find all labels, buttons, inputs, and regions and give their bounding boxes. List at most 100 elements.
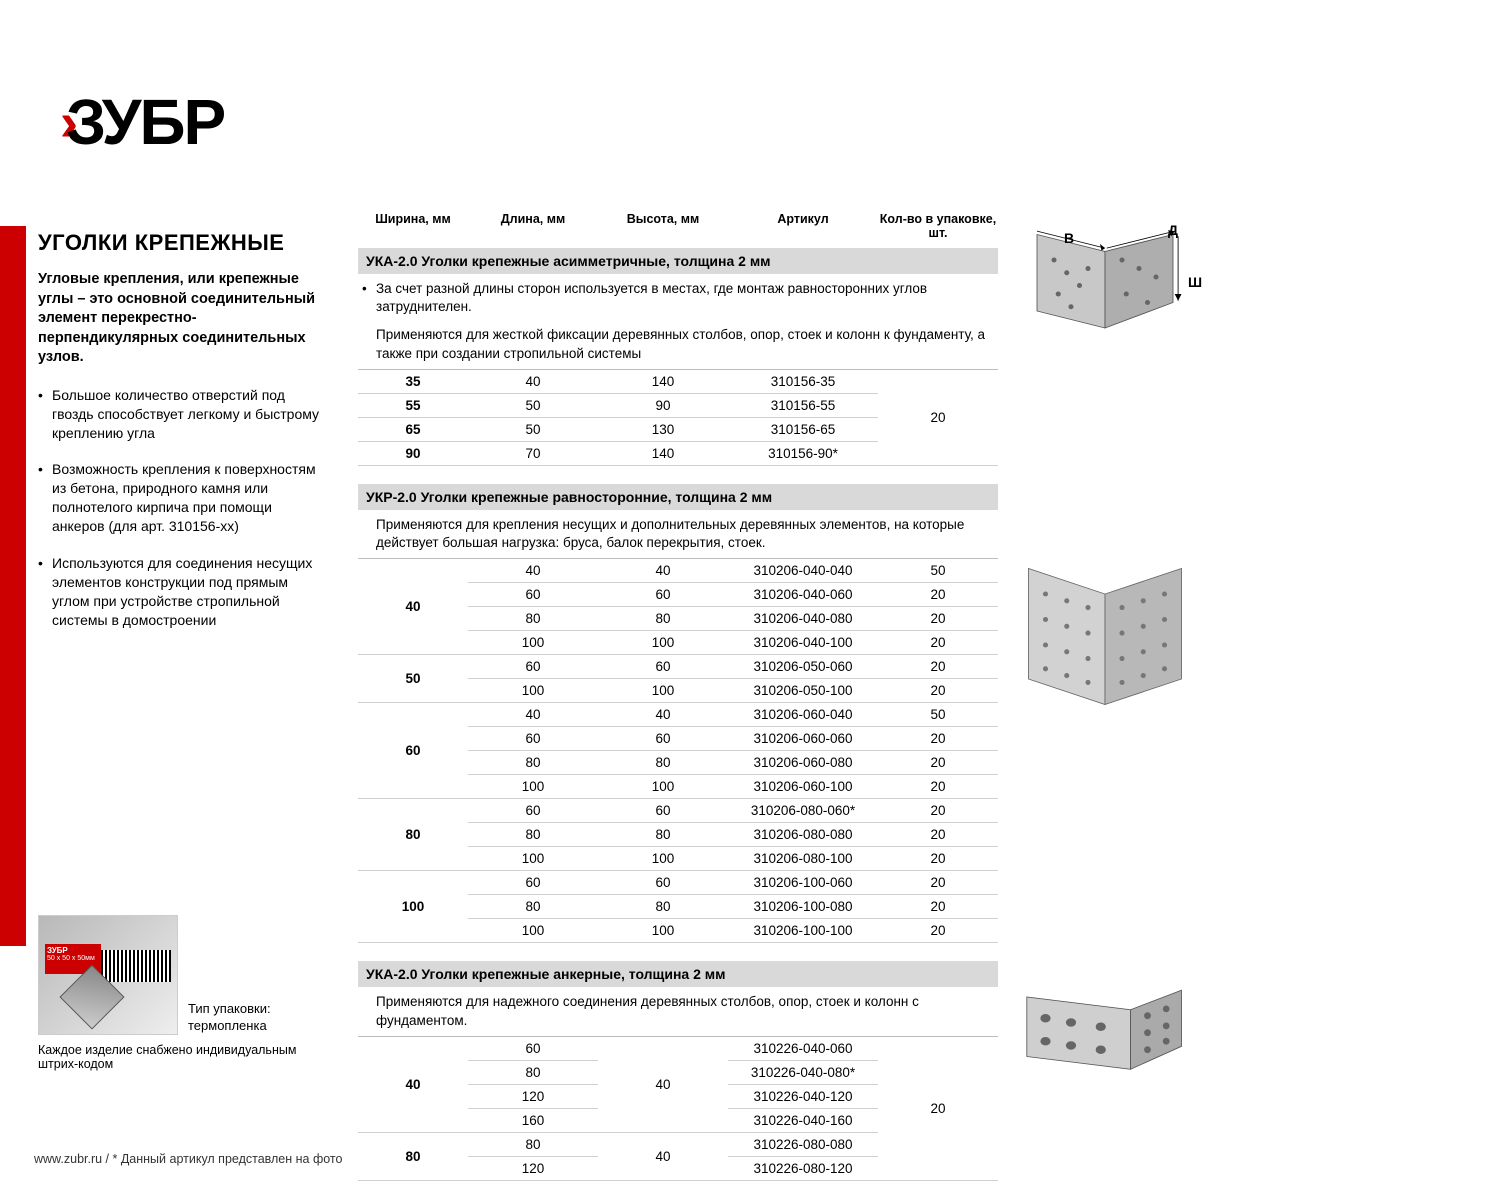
section-desc: Применяются для крепления несущих и допо… — [358, 510, 998, 556]
cell-qty: 20 — [878, 847, 998, 871]
feature-item: Большое количество отверстий под гвоздь … — [38, 386, 328, 443]
packaging-type: Тип упаковки: термопленка — [188, 1001, 271, 1035]
cell-qty: 50 — [878, 703, 998, 727]
cell-length: 40 — [468, 559, 598, 583]
cell-length: 100 — [468, 919, 598, 943]
cell-qty: 20 — [878, 655, 998, 679]
col-header: Артикул — [728, 212, 878, 240]
cell-width: 80 — [358, 799, 468, 871]
cell-article: 310206-080-100 — [728, 847, 878, 871]
cell-qty: 20 — [878, 369, 998, 465]
cell-length: 80 — [468, 895, 598, 919]
cell-height: 100 — [598, 847, 728, 871]
cell-qty: 20 — [878, 751, 998, 775]
cell-length: 80 — [468, 607, 598, 631]
cell-article: 310206-100-080 — [728, 895, 878, 919]
cell-length: 120 — [468, 1156, 598, 1180]
cell-qty: 20 — [878, 799, 998, 823]
feature-item: Возможность крепления к поверхностям из … — [38, 460, 328, 536]
cell-length: 100 — [468, 631, 598, 655]
section-title: УКА-2.0 Уголки крепежные асимметричные, … — [358, 248, 998, 274]
cell-article: 310226-080-080 — [728, 1132, 878, 1156]
cell-length: 100 — [468, 679, 598, 703]
packaging-note: Каждое изделие снабжено индивидуальным ш… — [38, 1043, 334, 1071]
cell-article: 310206-100-060 — [728, 871, 878, 895]
cell-width: 55 — [358, 393, 468, 417]
cell-height: 40 — [598, 703, 728, 727]
cell-article: 310206-050-100 — [728, 679, 878, 703]
cell-article: 310156-65 — [728, 417, 878, 441]
cell-article: 310206-060-040 — [728, 703, 878, 727]
cell-article: 310206-040-040 — [728, 559, 878, 583]
logo-text: ЗУБР — [66, 85, 224, 159]
cell-length: 80 — [468, 1060, 598, 1084]
section-title: УКА-2.0 Уголки крепежные анкерные, толщи… — [358, 961, 998, 987]
cell-width: 50 — [358, 655, 468, 703]
cell-article: 310206-060-080 — [728, 751, 878, 775]
cell-length: 40 — [468, 703, 598, 727]
cell-height: 140 — [598, 441, 728, 465]
cell-article: 310206-050-060 — [728, 655, 878, 679]
cell-height: 90 — [598, 393, 728, 417]
cell-length: 160 — [468, 1108, 598, 1132]
cell-width: 60 — [358, 703, 468, 799]
cell-height: 60 — [598, 655, 728, 679]
table-row: 506060310206-050-06020 — [358, 655, 998, 679]
cell-length: 120 — [468, 1084, 598, 1108]
product-image-asymmetric: В Д Ш — [1020, 226, 1190, 342]
cell-width: 65 — [358, 417, 468, 441]
table-row: 404040310206-040-04050 — [358, 559, 998, 583]
cell-length: 100 — [468, 847, 598, 871]
cell-length: 60 — [468, 727, 598, 751]
cell-article: 310206-100-100 — [728, 919, 878, 943]
cell-height: 60 — [598, 583, 728, 607]
table-row: 406040310226-040-06020 — [358, 1036, 998, 1060]
cell-length: 80 — [468, 1132, 598, 1156]
cell-article: 310206-060-060 — [728, 727, 878, 751]
cell-qty: 20 — [878, 607, 998, 631]
data-table: 406040310226-040-0602080310226-040-080*1… — [358, 1036, 998, 1181]
cell-width: 40 — [358, 559, 468, 655]
packaging-block: ЗУБР 50 x 50 x 50мм Тип упаковки: термоп… — [38, 915, 334, 1071]
cell-length: 70 — [468, 441, 598, 465]
cell-height: 100 — [598, 631, 728, 655]
cell-article: 310226-040-080* — [728, 1060, 878, 1084]
dim-label-D: Д — [1168, 222, 1178, 238]
section-title: УКР-2.0 Уголки крепежные равносторонние,… — [358, 484, 998, 510]
cell-width: 100 — [358, 871, 468, 943]
cell-qty: 20 — [878, 775, 998, 799]
cell-length: 60 — [468, 1036, 598, 1060]
section-desc: Применяются для надежного соединения дер… — [358, 987, 998, 1033]
cell-qty: 20 — [878, 583, 998, 607]
sidebar: УГОЛКИ КРЕПЕЖНЫЕ Угловые крепления, или … — [38, 230, 328, 648]
cell-qty: 20 — [878, 679, 998, 703]
cell-length: 40 — [468, 369, 598, 393]
dim-label-B: В — [1064, 230, 1074, 246]
red-accent-bar — [0, 226, 26, 946]
cell-article: 310226-080-120 — [728, 1156, 878, 1180]
data-table: 3540140310156-3520555090310156-556550130… — [358, 369, 998, 466]
feature-item: Используются для соединения несущих элем… — [38, 554, 328, 630]
dim-label-Sh: Ш — [1188, 274, 1202, 290]
cell-article: 310226-040-120 — [728, 1084, 878, 1108]
feature-list: Большое количество отверстий под гвоздь … — [38, 386, 328, 630]
col-header: Высота, мм — [598, 212, 728, 240]
cell-height: 80 — [598, 751, 728, 775]
product-image-anchor — [1020, 980, 1190, 1087]
cell-height: 60 — [598, 727, 728, 751]
main-tables: Ширина, мм Длина, мм Высота, мм Артикул … — [358, 208, 998, 1199]
cell-height: 100 — [598, 679, 728, 703]
cell-length: 50 — [468, 417, 598, 441]
cell-length: 60 — [468, 655, 598, 679]
cell-height: 80 — [598, 895, 728, 919]
table-row: 604040310206-060-04050 — [358, 703, 998, 727]
cell-qty: 20 — [878, 823, 998, 847]
cell-article: 310156-90* — [728, 441, 878, 465]
cell-article: 310206-080-080 — [728, 823, 878, 847]
cell-length: 60 — [468, 871, 598, 895]
cell-article: 310226-040-060 — [728, 1036, 878, 1060]
page-title: УГОЛКИ КРЕПЕЖНЫЕ — [38, 230, 328, 256]
table-row: 1006060310206-100-06020 — [358, 871, 998, 895]
section-desc: За счет разной длины сторон используется… — [358, 274, 998, 320]
cell-article: 310206-040-100 — [728, 631, 878, 655]
